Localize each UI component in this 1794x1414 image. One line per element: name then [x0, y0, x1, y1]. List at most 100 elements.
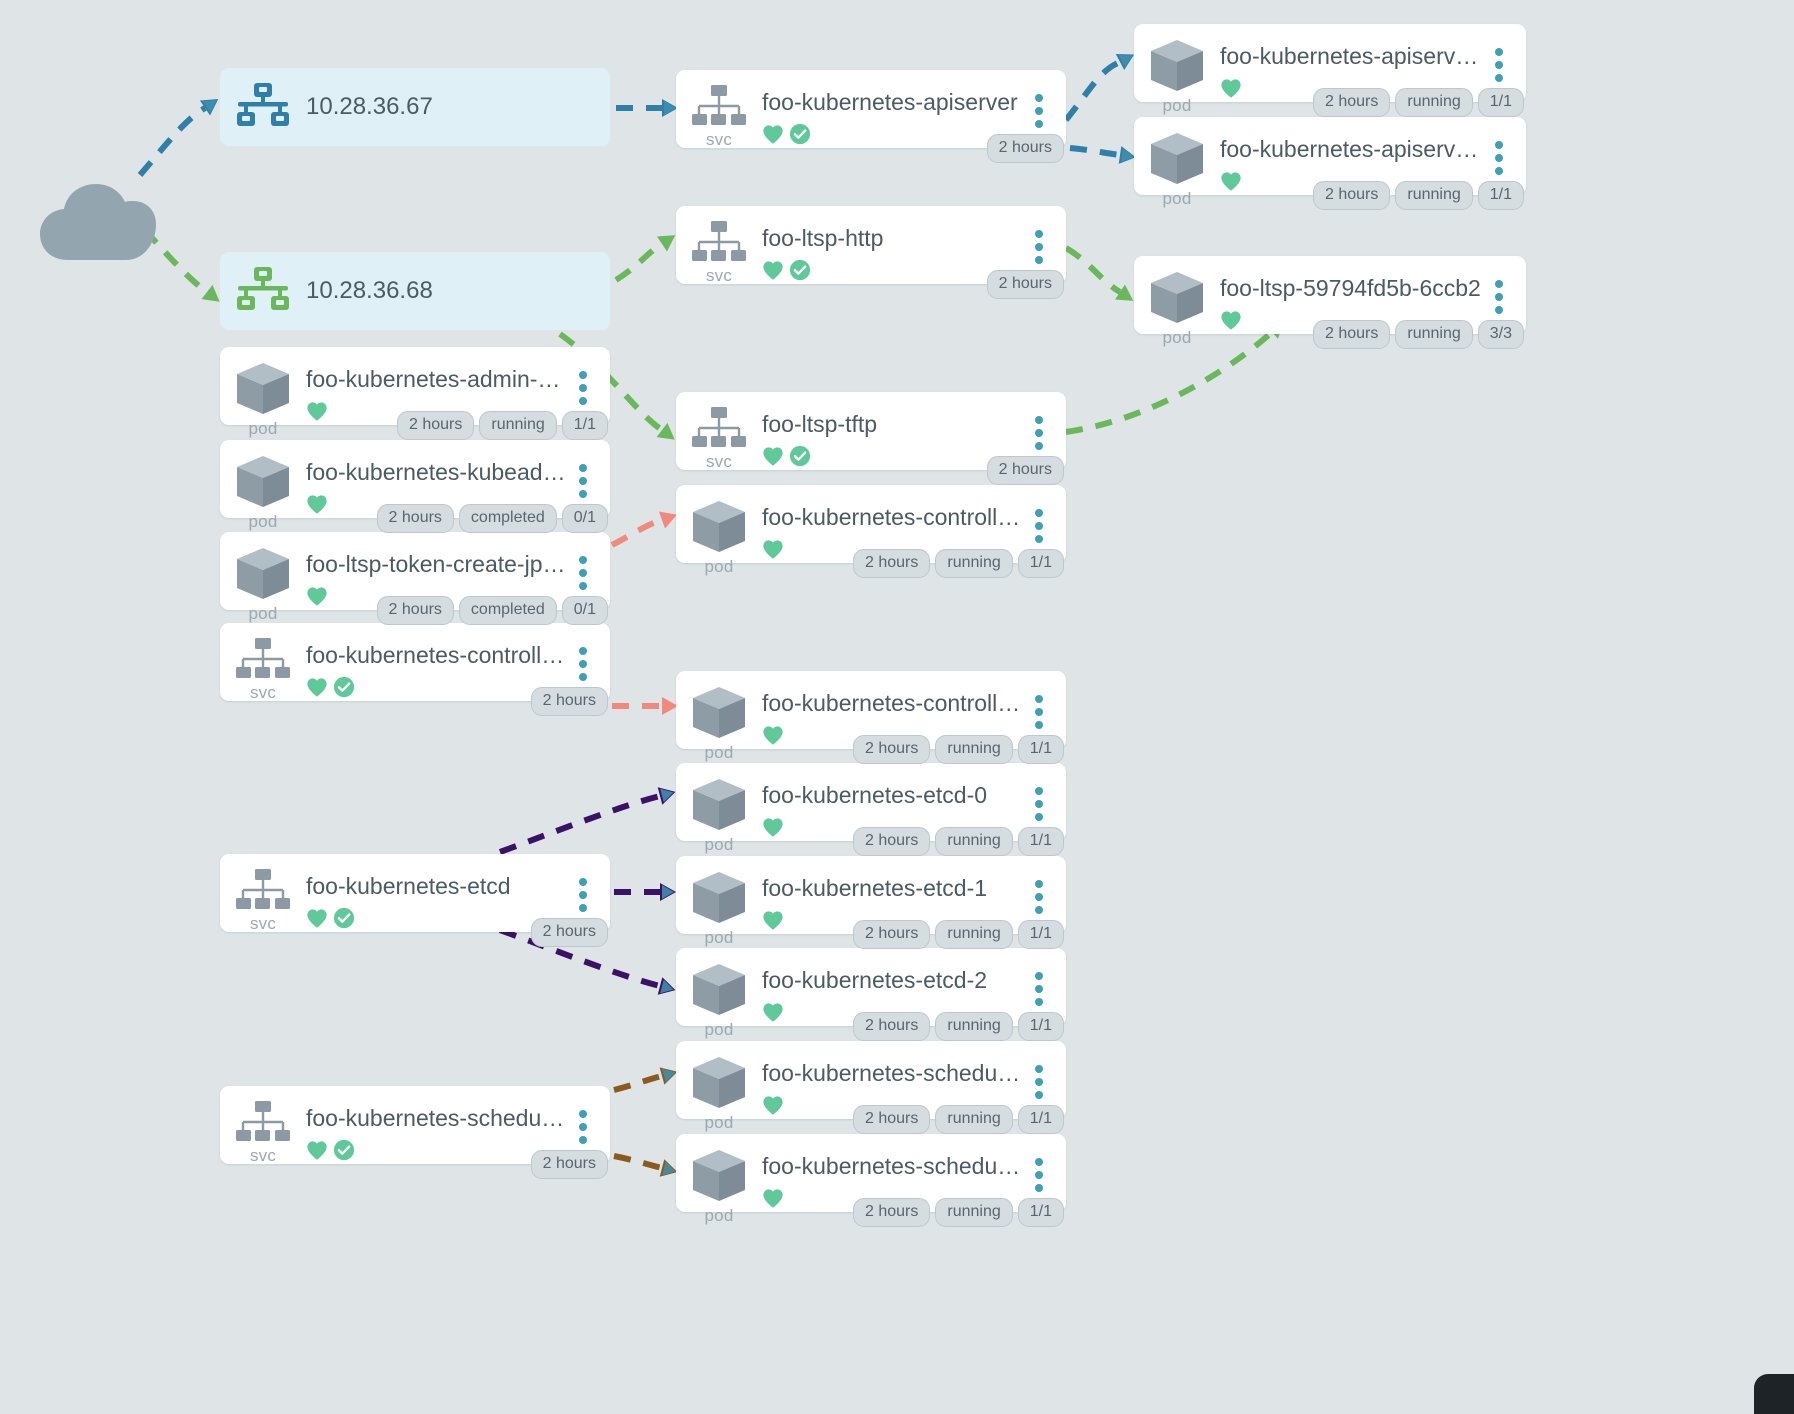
node-icon: pod	[676, 1134, 762, 1226]
pod-cube-icon	[693, 501, 745, 552]
node-ip67[interactable]: 10.28.36.67	[220, 68, 610, 146]
heart-icon	[306, 677, 328, 698]
badge: 1/1	[1017, 920, 1064, 949]
node-title: foo-kubernetes-controller-man...	[306, 643, 566, 668]
pod-cube-icon	[693, 872, 745, 923]
kebab-menu-icon[interactable]	[566, 1086, 600, 1144]
badge: completed	[458, 596, 557, 625]
kebab-menu-icon[interactable]	[1482, 24, 1516, 82]
kebab-menu-icon[interactable]	[566, 854, 600, 912]
kebab-menu-icon[interactable]	[1022, 948, 1056, 1006]
badge: running	[1395, 320, 1473, 349]
node-kind-label: svc	[705, 452, 733, 471]
heart-icon	[762, 539, 784, 560]
node-icon: pod	[1134, 256, 1220, 348]
node-kind-label: pod	[248, 604, 278, 623]
badges-svc-apiserver: 2 hours	[986, 134, 1064, 163]
badges-pod-admin: 2 hours running 1/1	[397, 411, 608, 440]
badge: running	[935, 549, 1013, 578]
badge: running	[935, 920, 1013, 949]
badges-svc-scheduler: 2 hours	[530, 1150, 608, 1179]
node-ip68[interactable]: 10.28.36.68	[220, 252, 610, 330]
heart-icon	[762, 910, 784, 931]
node-title: foo-kubernetes-kubeadm-tasks...	[306, 460, 566, 485]
kebab-menu-icon[interactable]	[1022, 392, 1056, 450]
kebab-menu-icon[interactable]	[1022, 1041, 1056, 1099]
badge: 2 hours	[1313, 88, 1391, 117]
node-kind-label: pod	[248, 512, 278, 531]
kebab-menu-icon[interactable]	[1022, 856, 1056, 914]
heart-icon	[762, 1002, 784, 1023]
badge: 2 hours	[1313, 181, 1391, 210]
badge: 2 hours	[530, 687, 608, 716]
cloud-icon	[38, 182, 156, 269]
kebab-menu-icon[interactable]	[566, 623, 600, 681]
status-icons	[306, 492, 566, 516]
badge: 1/1	[1477, 181, 1524, 210]
edge-arrowhead	[657, 787, 676, 805]
node-kind-label: pod	[704, 1020, 734, 1039]
badge: running	[935, 1105, 1013, 1134]
check-circle-icon	[333, 1139, 355, 1161]
heart-icon	[306, 908, 328, 929]
kebab-menu-icon[interactable]	[1482, 117, 1516, 175]
badges-svc-ltsp-http: 2 hours	[986, 270, 1064, 299]
pod-cube-icon	[1151, 133, 1203, 184]
heart-icon	[306, 586, 328, 607]
badge: 2 hours	[1313, 320, 1391, 349]
edge-arrowhead-cap	[202, 100, 217, 113]
node-title: foo-kubernetes-etcd	[306, 874, 511, 899]
network-icon	[237, 83, 289, 126]
node-title: foo-kubernetes-etcd-2	[762, 968, 988, 993]
kebab-menu-icon[interactable]	[1022, 206, 1056, 264]
badges-pod-sched-1: 2 hours running 1/1	[853, 1105, 1064, 1134]
edge-svc-scheduler-to-pod-sched-2	[613, 1153, 663, 1171]
node-svc-scheduler[interactable]: svc foo-kubernetes-scheduler	[220, 1086, 610, 1165]
node-kind-label: svc	[705, 130, 733, 149]
node-kind-label: svc	[249, 914, 277, 933]
node-title: foo-ltsp-token-create-jpnsp	[306, 552, 566, 577]
edge-cloud-to-ip67	[137, 105, 207, 177]
kebab-menu-icon[interactable]	[1022, 1134, 1056, 1192]
pod-cube-icon	[237, 456, 289, 507]
badges-pod-ctrl-2: 2 hours running 1/1	[853, 735, 1064, 764]
node-kind-label: pod	[704, 928, 734, 947]
node-title: foo-ltsp-http	[762, 226, 884, 251]
kebab-menu-icon[interactable]	[1482, 256, 1516, 314]
edge-svc-scheduler-to-pod-sched-1	[613, 1073, 663, 1093]
badge: 2 hours	[376, 596, 454, 625]
heart-icon	[306, 494, 328, 515]
kebab-menu-icon[interactable]	[566, 440, 600, 498]
node-title: foo-kubernetes-apiserver	[762, 90, 1018, 115]
status-icons	[762, 1186, 1022, 1210]
status-icons	[762, 908, 1022, 932]
badge: 1/1	[1017, 827, 1064, 856]
kebab-menu-icon[interactable]	[1022, 485, 1056, 543]
edge-svc-apiserver-to-pod-apiserver-1	[1063, 59, 1122, 122]
node-svc-apiserver[interactable]: svc foo-kubernetes-apiserver	[676, 70, 1066, 149]
node-icon: pod	[676, 948, 762, 1040]
badge: 2 hours	[986, 270, 1064, 299]
check-circle-icon	[333, 907, 355, 929]
service-topology-icon	[692, 221, 746, 261]
badge: 2 hours	[986, 456, 1064, 485]
kebab-menu-icon[interactable]	[1022, 70, 1056, 128]
node-kind-label: pod	[1162, 328, 1192, 347]
badge: running	[935, 1198, 1013, 1227]
badge: 0/1	[561, 504, 608, 533]
heart-icon	[762, 817, 784, 838]
kebab-menu-icon[interactable]	[1022, 671, 1056, 729]
pod-cube-icon	[1151, 272, 1203, 323]
edge-arrowhead-cap	[660, 788, 674, 803]
badge: 2 hours	[853, 1012, 931, 1041]
kebab-menu-icon[interactable]	[566, 532, 600, 590]
edge-svc-apiserver-to-pod-apiserver-2	[1069, 145, 1121, 158]
status-icons	[762, 815, 1022, 839]
heart-icon	[306, 401, 328, 422]
kebab-menu-icon[interactable]	[1022, 763, 1056, 821]
node-kind-label: pod	[704, 1113, 734, 1132]
status-icons	[762, 258, 1022, 282]
node-kind-label: pod	[1162, 96, 1192, 115]
kebab-menu-icon[interactable]	[566, 347, 600, 405]
node-title: foo-kubernetes-controller-man...	[762, 505, 1022, 530]
